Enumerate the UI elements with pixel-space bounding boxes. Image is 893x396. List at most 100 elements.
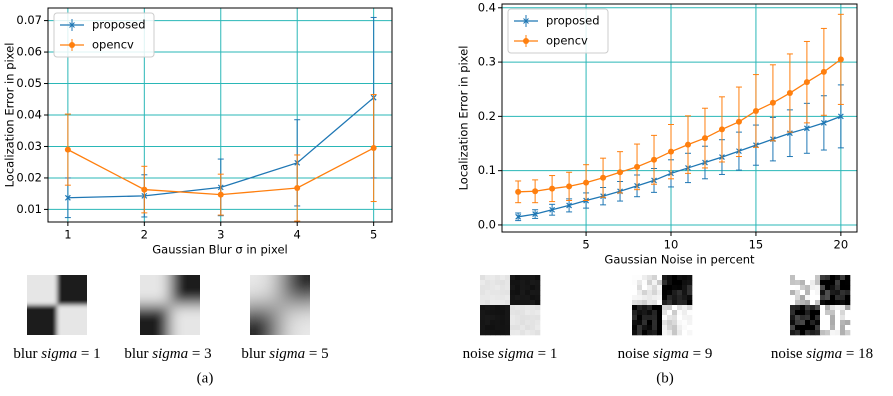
marker (549, 186, 555, 192)
image-caption: blur sigma = 5 (241, 346, 328, 362)
x-tick-label: 10 (664, 238, 679, 252)
noise-pixel (672, 275, 677, 280)
noise-pixel (667, 290, 672, 295)
noise-pixel (642, 275, 647, 280)
noise-pixel (657, 305, 662, 310)
noise-pixel (525, 290, 530, 295)
noise-pixel (505, 325, 510, 330)
noise-pixel (682, 320, 687, 325)
noise-pixel (495, 275, 500, 280)
noise-pixel (515, 290, 520, 295)
noise-pixel (652, 300, 657, 305)
noise-pixel (672, 325, 677, 330)
noise-pixel (500, 285, 505, 290)
noise-pixel (520, 330, 525, 335)
noise-pixel (647, 330, 652, 335)
noise-pixel (805, 315, 810, 320)
noise-pixel (485, 330, 490, 335)
noise-pixel (657, 295, 662, 300)
noise-pixel (652, 330, 657, 335)
caption-suffix: = 18 (846, 346, 873, 362)
noise-pixel (830, 305, 835, 310)
blur-content (120, 255, 220, 355)
noise-pixel (485, 315, 490, 320)
noise-pixel (682, 325, 687, 330)
noise-pixel (805, 295, 810, 300)
noise-pixel (510, 320, 515, 325)
noise-pixel (815, 315, 820, 320)
marker (838, 56, 844, 62)
noise-pixel (642, 300, 647, 305)
noise-pixel (820, 315, 825, 320)
legend-marker (523, 38, 529, 44)
noise-pixel (825, 305, 830, 310)
blur-image (120, 255, 220, 355)
noise-pixel (657, 300, 662, 305)
noise-pixel (682, 295, 687, 300)
noise-pixel (830, 285, 835, 290)
noise-pixel (800, 300, 805, 305)
noise-pixel (530, 290, 535, 295)
noise-pixel (657, 290, 662, 295)
caption-variable: sigma (152, 346, 188, 362)
noise-pixel (835, 290, 840, 295)
noise-pixel (815, 290, 820, 295)
noise-pixel (805, 300, 810, 305)
noise-pixel (845, 275, 850, 280)
noise-pixel (515, 310, 520, 315)
noise-pixel (845, 300, 850, 305)
legend-label: proposed (92, 18, 146, 32)
noise-pixel (535, 315, 540, 320)
noise-pixel (790, 285, 795, 290)
noise-pixel (490, 325, 495, 330)
legend-marker (69, 42, 75, 48)
noise-pixel (530, 320, 535, 325)
noise-pixel (632, 320, 637, 325)
marker (65, 147, 71, 153)
noise-pixel (790, 310, 795, 315)
noise-pixel (840, 275, 845, 280)
noise-pixel (647, 300, 652, 305)
caption-suffix: = 1 (81, 346, 101, 362)
noise-pixel (505, 300, 510, 305)
noise-pixel (530, 305, 535, 310)
noise-pixel (672, 315, 677, 320)
marker (702, 135, 708, 141)
noise-pixel (490, 300, 495, 305)
y-tick-label: 0.05 (16, 76, 42, 90)
noise-pixel (652, 280, 657, 285)
noise-pixel (687, 300, 692, 305)
noise-pixel (480, 300, 485, 305)
noise-pixel (845, 315, 850, 320)
noise-pixel (795, 280, 800, 285)
noise-pixel (500, 290, 505, 295)
noise-pixel (500, 320, 505, 325)
noise-image (632, 275, 692, 335)
noise-pixel (677, 290, 682, 295)
noise-pixel (652, 305, 657, 310)
noise-pixel (632, 295, 637, 300)
noise-pixel (535, 275, 540, 280)
noise-pixel (490, 310, 495, 315)
noise-pixel (795, 300, 800, 305)
noise-pixel (500, 275, 505, 280)
noise-pixel (840, 290, 845, 295)
noise-pixel (815, 330, 820, 335)
noise-pixel (505, 315, 510, 320)
noise-pixel (505, 295, 510, 300)
noise-pixel (825, 280, 830, 285)
caption-prefix: noise (618, 346, 650, 362)
noise-pixel (520, 305, 525, 310)
y-tick-label: 0.04 (16, 108, 42, 122)
y-tick-label: 0.03 (16, 139, 42, 153)
legend-label: proposed (546, 14, 600, 28)
noise-pixel (840, 305, 845, 310)
marker (141, 187, 147, 193)
noise-pixel (500, 325, 505, 330)
noise-pixel (525, 330, 530, 335)
noise-pixel (682, 330, 687, 335)
caption-prefix: blur (241, 346, 265, 362)
noise-pixel (520, 300, 525, 305)
noise-pixel (632, 285, 637, 290)
noise-pixel (520, 320, 525, 325)
